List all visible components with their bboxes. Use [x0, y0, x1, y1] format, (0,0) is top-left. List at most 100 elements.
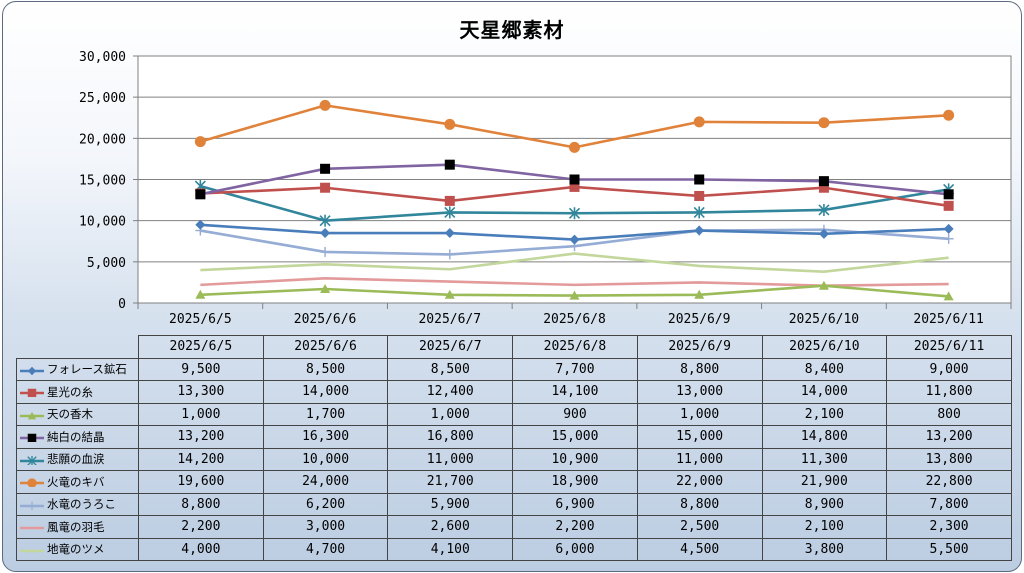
data-point	[195, 189, 206, 200]
legend-key	[20, 478, 44, 488]
table-cell: 2,300	[886, 515, 1012, 539]
chart-title: 天星郷素材	[459, 18, 565, 42]
series-name: 星光の糸	[47, 384, 93, 399]
series-name: 水竜のうろこ	[47, 497, 116, 512]
table-cell: 14,200	[138, 447, 264, 471]
data-point	[693, 206, 705, 219]
table-cell: 900	[512, 402, 638, 426]
table-cell: 3,000	[262, 515, 389, 539]
table-cell: 2,100	[761, 402, 888, 426]
data-point	[319, 99, 331, 111]
table-cell: 8,800	[636, 357, 763, 381]
data-point	[444, 118, 456, 130]
table-cell: 1,700	[262, 402, 389, 426]
data-point	[444, 249, 455, 260]
chart-plot: 30,000 25,000 20,000 15,000 10,000 5,000 0 2025…	[79, 50, 1012, 327]
table-cell: 2,100	[761, 515, 888, 539]
data-point	[569, 234, 580, 245]
table-header-cell: 2025/6/6	[262, 335, 389, 359]
table-cell: 10,000	[262, 447, 389, 471]
table-cell: 7,700	[512, 357, 638, 381]
series-legend-cell: 水竜のうろこ	[16, 492, 139, 516]
table-header-cell: 2025/6/7	[387, 335, 514, 359]
data-point	[444, 289, 455, 299]
data-point	[444, 228, 455, 239]
data-point	[27, 366, 37, 375]
table-row: 悲願の血涙 14,200 10,000 11,000 10,900 11,000 11,30…	[16, 447, 1012, 471]
x-tick-label: 2025/6/11	[913, 312, 983, 327]
data-point	[693, 116, 705, 128]
table-header-cell: 2025/6/9	[636, 335, 763, 359]
table-header-row: 2025/6/5 2025/6/6 2025/6/7 2025/6/8 2025/6/9…	[17, 335, 1012, 359]
series-name: 天の香木	[47, 407, 93, 422]
data-point	[320, 284, 331, 294]
data-point	[320, 228, 331, 239]
data-point	[195, 289, 206, 299]
data-point	[320, 182, 331, 193]
table-cell: 6,200	[262, 492, 389, 516]
legend-key	[20, 366, 44, 375]
data-point	[569, 141, 580, 153]
data-point	[943, 223, 954, 234]
table-row: 純白の結晶 13,200 16,300 16,800 15,000 15,000 14,80…	[16, 425, 1012, 449]
data-point	[694, 289, 705, 299]
data-point	[694, 190, 705, 201]
data-point	[444, 206, 456, 219]
y-tick-label: 30,000	[79, 50, 126, 65]
table-row: 火竜のキバ 19,600 24,000 21,700 18,900 22,000 21,90…	[16, 470, 1012, 494]
table-cell: 11,800	[886, 380, 1012, 404]
x-tick-label: 2025/6/7	[418, 312, 481, 327]
table-header-cell: 2025/6/10	[761, 335, 888, 359]
series-legend-cell: フォレース鉱石	[16, 357, 139, 381]
series-name: 悲願の血涙	[47, 452, 105, 467]
table-row: 風竜の羽毛 2,200 3,000 2,600 2,200 2,500 2,100 2,300	[16, 515, 1012, 539]
data-point	[27, 501, 37, 510]
table-cell: 22,800	[886, 470, 1012, 494]
data-point	[818, 203, 830, 216]
table-cell: 8,500	[262, 357, 389, 381]
table-cell: 2,200	[138, 515, 264, 539]
table-cell: 21,900	[761, 470, 888, 494]
table-header-cell: 2025/6/5	[138, 335, 264, 359]
data-point	[569, 290, 580, 300]
table-cell: 1,000	[138, 402, 264, 426]
x-tick-label: 2025/6/9	[668, 312, 731, 327]
x-tick-label: 2025/6/5	[169, 312, 232, 327]
table-cell: 19,600	[138, 470, 264, 494]
data-point	[27, 411, 37, 420]
legend-key	[20, 411, 44, 420]
y-tick-label: 20,000	[79, 132, 126, 147]
table-cell: 4,100	[387, 537, 514, 561]
series-name: 純白の結晶	[47, 429, 105, 444]
legend-key	[20, 389, 44, 398]
series-line	[200, 252, 949, 274]
table-cell: 11,300	[761, 447, 888, 471]
table-cell: 10,900	[512, 447, 638, 471]
table-row: 水竜のうろこ 8,800 6,200 5,900 6,900 8,800 8,900 7,80…	[16, 492, 1012, 516]
table-cell: 14,800	[761, 425, 888, 449]
table-row: 天の香木 1,000 1,700 1,000 900 1,000 2,100 800	[16, 402, 1012, 426]
data-point	[818, 280, 829, 290]
data-point	[943, 189, 954, 200]
data-point	[27, 389, 37, 398]
data-point	[569, 174, 580, 185]
series-legend-cell: 悲願の血涙	[16, 447, 139, 471]
data-point	[568, 207, 581, 220]
data-point	[319, 214, 331, 227]
table-cell: 16,300	[262, 425, 389, 449]
table-cell: 4,700	[262, 537, 389, 561]
data-point	[818, 182, 829, 193]
series-legend-cell: 天の香木	[16, 402, 139, 426]
y-tick-label: 0	[118, 297, 126, 312]
table-cell: 21,700	[387, 470, 514, 494]
legend-key	[20, 527, 44, 530]
table-corner	[17, 336, 139, 359]
table-cell: 9,500	[138, 357, 264, 381]
table-cell: 15,000	[512, 425, 638, 449]
y-tick-label: 15,000	[79, 174, 126, 189]
legend-key	[20, 549, 44, 552]
table-cell: 8,800	[138, 492, 264, 516]
series-legend-cell: 星光の糸	[16, 380, 139, 404]
table-cell: 15,000	[636, 425, 763, 449]
